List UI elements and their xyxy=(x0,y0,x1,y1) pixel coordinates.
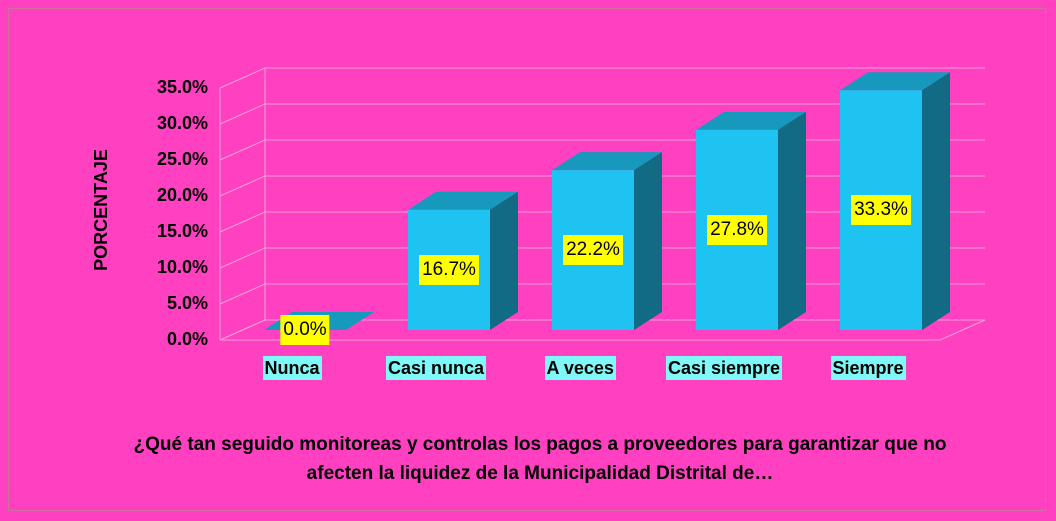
grid-line xyxy=(219,247,266,269)
bar-top xyxy=(552,152,662,171)
x-tick-label: A veces xyxy=(544,356,616,380)
y-tick-label: 25.0% xyxy=(157,149,208,169)
x-tick-label: Casi siempre xyxy=(666,356,783,380)
x-axis-title: ¿Qué tan seguido monitoreas y controlas … xyxy=(133,434,947,484)
grid-line xyxy=(219,139,266,161)
grid-line xyxy=(219,67,266,89)
grid-line xyxy=(219,319,266,341)
bar-top xyxy=(408,191,518,210)
grid-line xyxy=(219,211,266,233)
bar-top xyxy=(840,72,950,91)
bar-side xyxy=(490,191,518,330)
bar-side xyxy=(634,152,662,330)
value-label: 16.7% xyxy=(419,254,479,285)
y-tick-label: 0.0% xyxy=(167,329,208,349)
y-tick-label: 15.0% xyxy=(157,221,208,241)
value-label: 33.3% xyxy=(851,195,911,226)
value-label: 22.2% xyxy=(563,235,623,266)
x-tick-label: Nunca xyxy=(262,356,322,380)
x-tick-label: Siempre xyxy=(830,356,906,380)
y-tick-label: 30.0% xyxy=(157,113,208,133)
grid-line xyxy=(219,283,266,305)
y-tick-label: 20.0% xyxy=(157,185,208,205)
bar-side xyxy=(778,111,806,330)
x-tick-label: Casi nunca xyxy=(386,356,487,380)
y-tick-label: 10.0% xyxy=(157,257,208,277)
y-tick-label: 5.0% xyxy=(167,293,208,313)
grid-line xyxy=(219,175,266,197)
y-axis-title: PORCENTAJE xyxy=(91,149,111,271)
value-label: 0.0% xyxy=(280,315,330,345)
bar-side xyxy=(922,72,950,331)
y-tick-label: 35.0% xyxy=(157,77,208,97)
bar-top xyxy=(696,111,806,130)
value-label: 27.8% xyxy=(707,214,767,245)
frame xyxy=(8,8,1046,511)
grid-line xyxy=(219,103,266,125)
